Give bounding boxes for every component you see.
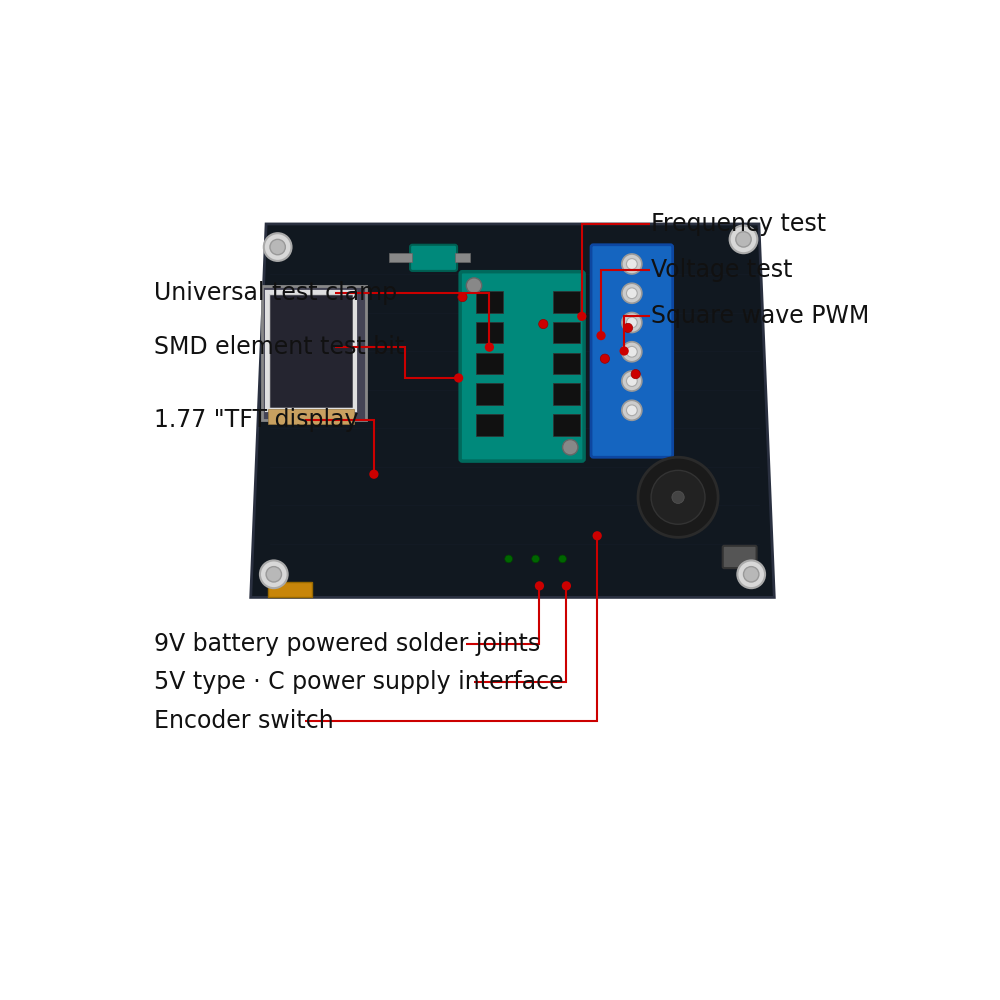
- Circle shape: [622, 371, 642, 391]
- Circle shape: [638, 457, 718, 537]
- Circle shape: [626, 259, 637, 269]
- Circle shape: [736, 232, 751, 247]
- FancyBboxPatch shape: [591, 245, 673, 457]
- Circle shape: [620, 346, 629, 356]
- Text: 9V battery powered solder joints: 9V battery powered solder joints: [154, 632, 541, 656]
- Circle shape: [562, 581, 571, 590]
- Circle shape: [485, 343, 494, 352]
- Circle shape: [266, 567, 282, 582]
- Circle shape: [264, 233, 292, 261]
- Bar: [476, 414, 503, 436]
- Text: 1.77 "TFT display: 1.77 "TFT display: [154, 408, 359, 432]
- Text: Voltage test: Voltage test: [651, 258, 793, 282]
- Bar: [553, 414, 580, 436]
- Circle shape: [737, 560, 765, 588]
- Circle shape: [626, 376, 637, 386]
- Circle shape: [631, 369, 640, 379]
- Text: Frequency test: Frequency test: [651, 212, 826, 236]
- Circle shape: [672, 491, 684, 503]
- Circle shape: [593, 531, 602, 540]
- Circle shape: [466, 278, 482, 293]
- Bar: [262, 286, 366, 420]
- Circle shape: [622, 400, 642, 420]
- Text: Square wave PWM: Square wave PWM: [651, 304, 869, 328]
- Circle shape: [600, 354, 610, 363]
- Circle shape: [596, 331, 606, 340]
- Circle shape: [454, 373, 463, 383]
- Bar: [268, 582, 312, 597]
- Bar: [268, 293, 354, 409]
- Circle shape: [626, 288, 637, 299]
- Bar: [476, 322, 503, 343]
- Bar: [476, 353, 503, 374]
- Circle shape: [626, 405, 637, 416]
- Circle shape: [651, 470, 705, 524]
- Circle shape: [260, 560, 288, 588]
- Bar: [389, 253, 412, 262]
- Text: 5V type · C power supply interface: 5V type · C power supply interface: [154, 670, 564, 694]
- Text: Encoder switch: Encoder switch: [154, 709, 334, 733]
- Bar: [476, 383, 503, 405]
- Circle shape: [505, 555, 512, 563]
- Circle shape: [744, 567, 759, 582]
- Circle shape: [577, 312, 586, 321]
- Bar: [455, 253, 470, 262]
- Bar: [553, 291, 580, 312]
- Circle shape: [563, 440, 578, 455]
- Circle shape: [369, 470, 379, 479]
- Bar: [553, 383, 580, 405]
- Text: Universal test clamp: Universal test clamp: [154, 281, 398, 305]
- Bar: [268, 409, 354, 424]
- Circle shape: [559, 555, 566, 563]
- Circle shape: [626, 346, 637, 357]
- Circle shape: [532, 555, 539, 563]
- FancyBboxPatch shape: [460, 272, 584, 461]
- Bar: [553, 353, 580, 374]
- FancyBboxPatch shape: [410, 245, 457, 271]
- Circle shape: [623, 323, 633, 333]
- Circle shape: [622, 312, 642, 333]
- Circle shape: [539, 319, 548, 329]
- Text: SMD element test bit: SMD element test bit: [154, 335, 405, 359]
- Circle shape: [458, 292, 467, 302]
- Bar: [267, 292, 355, 410]
- Bar: [476, 291, 503, 312]
- Circle shape: [270, 239, 285, 255]
- Circle shape: [535, 581, 544, 590]
- Circle shape: [622, 283, 642, 303]
- Circle shape: [626, 317, 637, 328]
- Circle shape: [730, 225, 757, 253]
- Polygon shape: [251, 224, 774, 597]
- Circle shape: [622, 342, 642, 362]
- Bar: [553, 322, 580, 343]
- Circle shape: [622, 254, 642, 274]
- FancyBboxPatch shape: [723, 546, 757, 568]
